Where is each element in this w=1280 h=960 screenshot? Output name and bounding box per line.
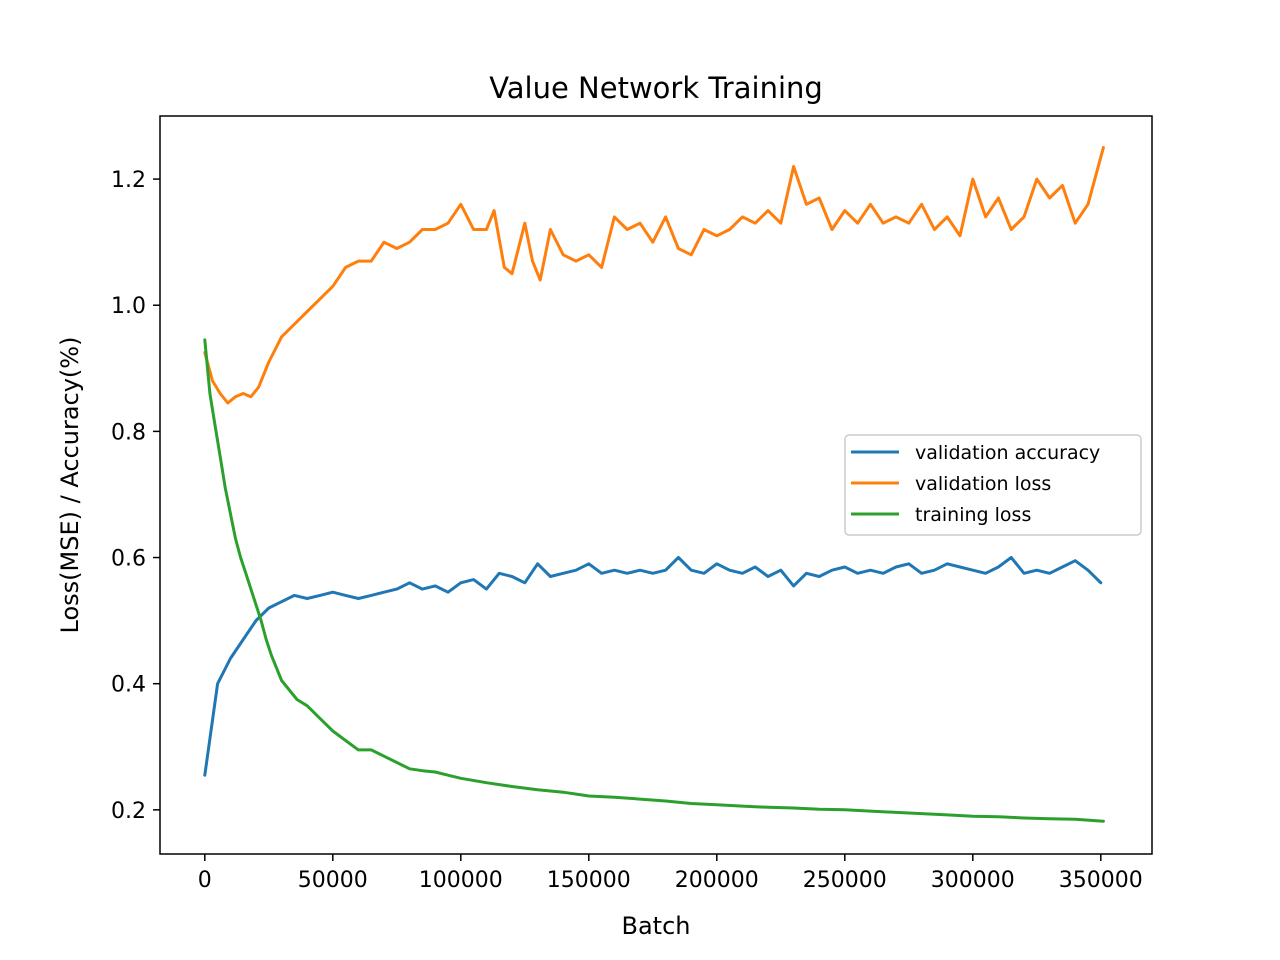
y-tick-label: 0.2 [111, 799, 146, 824]
y-tick-label: 0.6 [111, 547, 146, 572]
plot-frame [159, 115, 1153, 855]
series-line-training-loss [203, 338, 1105, 823]
series-layer [203, 146, 1105, 823]
series-line-validation-accuracy [203, 556, 1103, 777]
y-tick-label: 0.4 [111, 673, 146, 698]
legend: validation accuracy validation loss trai… [844, 434, 1142, 536]
x-tick-label: 350000 [1059, 868, 1143, 893]
x-axis-label: Batch [622, 912, 691, 940]
legend-box [844, 434, 1142, 536]
y-tick-label: 0.8 [111, 420, 146, 445]
y-axis: 0.2 0.4 0.6 0.8 1.0 1.2 [111, 168, 160, 824]
x-axis: 0 50000 100000 150000 200000 250000 300000 3500… [198, 854, 1143, 893]
legend-label-validation-accuracy: validation accuracy [915, 442, 1100, 464]
x-tick-label: 200000 [675, 868, 759, 893]
legend-label-validation-loss: validation loss [915, 473, 1051, 495]
x-tick-label: 250000 [803, 868, 887, 893]
legend-label-training-loss: training loss [915, 504, 1031, 526]
x-tick-label: 50000 [298, 868, 368, 893]
chart-title: Value Network Training [489, 71, 823, 105]
y-tick-label: 1.2 [111, 168, 146, 193]
y-axis-label: Loss(MSE) / Accuracy(%) [56, 337, 84, 634]
x-tick-label: 0 [198, 868, 212, 893]
x-tick-label: 300000 [931, 868, 1015, 893]
y-tick-label: 1.0 [111, 294, 146, 319]
series-line-validation-loss [203, 146, 1105, 405]
x-tick-label: 100000 [419, 868, 503, 893]
x-tick-label: 150000 [547, 868, 631, 893]
